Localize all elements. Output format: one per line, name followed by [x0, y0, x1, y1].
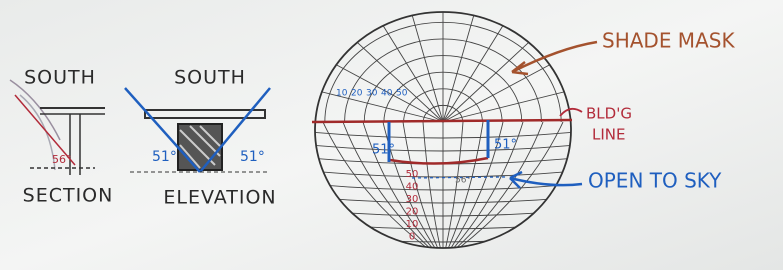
scale-label: 0	[409, 232, 415, 243]
scale-label: 50	[406, 169, 419, 180]
whiteboard: SOUTH 56° SECTION SOUTH 51° 51° ELEVATIO…	[0, 0, 783, 270]
scale-label: 20	[406, 207, 419, 218]
scale-label: 40	[406, 182, 419, 193]
elevation-angle: 51°	[152, 149, 177, 165]
section-angle: 56°	[52, 153, 72, 166]
elevation-angle: 51°	[240, 149, 265, 165]
scale-label: 50	[396, 89, 408, 99]
bldg-label: BLD'G	[586, 105, 632, 123]
shade-mask-label: SHADE MASK	[602, 29, 735, 53]
scale-label: 30	[406, 194, 419, 205]
section-label: SECTION	[23, 185, 114, 207]
elevation-heading: SOUTH	[174, 67, 246, 89]
scale-label: 10	[406, 219, 419, 230]
mask-angle: 51°	[494, 138, 517, 153]
mask-angle-low: 56°	[455, 176, 471, 186]
scale-label: 20	[351, 89, 363, 99]
mask-angle: 51°	[372, 143, 395, 158]
scale-label: 40	[381, 89, 393, 99]
section-heading: SOUTH	[24, 67, 96, 89]
open-sky-label: OPEN TO SKY	[588, 169, 722, 193]
scale-label: 10	[336, 89, 348, 99]
scale-label: 30	[366, 89, 378, 99]
elevation-label: ELEVATION	[163, 187, 276, 209]
bldg-label: LINE	[592, 126, 625, 144]
